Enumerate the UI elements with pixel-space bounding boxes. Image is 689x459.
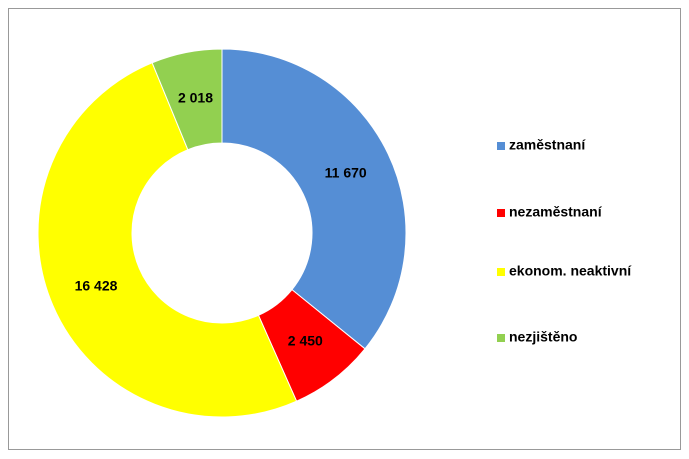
donut-slice [151,48,223,151]
legend-label: ekonom. neaktivní [509,263,632,279]
data-label: 2 450 [288,332,323,348]
legend-label: nezjištěno [509,329,577,345]
data-label: 16 428 [75,277,118,293]
data-label: 2 018 [178,89,213,105]
legend-swatch [497,268,505,276]
legend-label: zaměstnaní [509,137,586,153]
data-label: 11 670 [325,165,367,181]
legend-swatch [497,334,505,342]
legend-swatch [497,142,505,150]
legend-label: nezaměstnaní [509,204,603,220]
donut-slice [221,48,407,350]
donut-slice [37,62,298,418]
legend-swatch [497,209,505,217]
